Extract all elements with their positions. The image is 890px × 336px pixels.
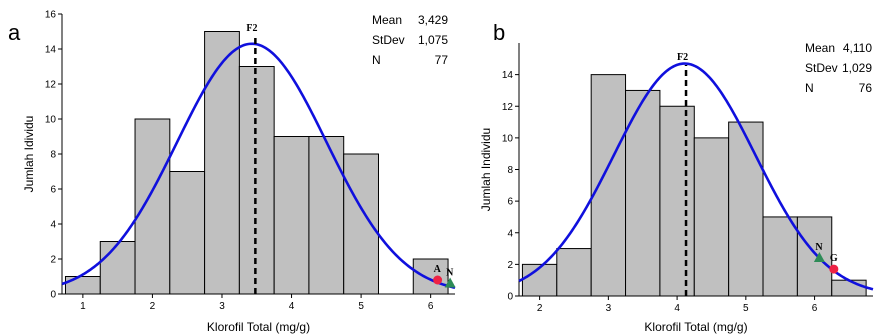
marker-n — [444, 277, 456, 288]
y-tick-label: 8 — [507, 165, 513, 176]
stats-label: Mean — [372, 13, 402, 27]
marker-a — [433, 275, 443, 285]
marker-label: G — [830, 253, 838, 264]
y-tick-label: 4 — [507, 228, 513, 239]
x-axis-label: Klorofil Total (mg/g) — [207, 320, 310, 334]
stats-label: StDev — [372, 33, 405, 47]
x-tick-label: 2 — [150, 301, 156, 312]
stats-label: Mean — [805, 41, 835, 55]
x-tick-label: 6 — [428, 301, 434, 312]
x-tick-label: 6 — [812, 303, 818, 314]
y-tick-label: 12 — [502, 102, 514, 113]
x-tick-label: 5 — [743, 303, 749, 314]
y-tick-label: 12 — [45, 80, 57, 91]
x-tick-label: 4 — [674, 303, 680, 314]
y-tick-label: 6 — [507, 197, 513, 208]
stats-label: N — [372, 53, 381, 67]
y-tick-label: 2 — [50, 255, 56, 266]
histogram-bar — [590, 74, 627, 297]
y-tick-label: 14 — [502, 70, 514, 81]
histogram-bar — [659, 105, 695, 297]
y-axis-label: Jumlah Individu — [479, 128, 493, 211]
histogram-bar — [831, 279, 867, 297]
histogram-panel-b: b 0 2 4 6 8 10 12 14 2 3 4 5 6 Klorofil Total (mg/g) Ju… — [479, 20, 874, 334]
normal-fit-curve — [61, 42, 456, 290]
marker-label: A — [434, 264, 442, 275]
histogram-bar — [204, 31, 240, 295]
histogram-bar — [625, 89, 661, 297]
stats-value: 1,075 — [418, 33, 448, 47]
histogram-bar — [412, 258, 449, 295]
y-tick-label: 2 — [507, 260, 513, 271]
x-axis-label: Klorofil Total (mg/g) — [644, 320, 747, 334]
stats-label: N — [805, 81, 814, 95]
marker-g — [829, 264, 839, 274]
x-tick-label: 1 — [80, 301, 86, 312]
y-tick-label: 0 — [50, 290, 56, 301]
marker-n — [813, 252, 825, 263]
histogram-bar — [273, 136, 310, 295]
histogram-bar — [169, 171, 206, 295]
histogram-bar — [308, 136, 345, 295]
histogram-bar — [64, 276, 101, 295]
reference-line-label: F2 — [677, 52, 688, 63]
marker-label: N — [815, 242, 823, 253]
x-tick-label: 4 — [289, 301, 295, 312]
y-tick-label: 16 — [45, 10, 57, 21]
stats-value: 3,429 — [418, 13, 448, 27]
histogram-bar — [693, 137, 730, 297]
stats-value: 1,029 — [842, 61, 872, 75]
histogram-bar — [556, 248, 592, 297]
panel-label: b — [493, 20, 505, 45]
stats-value: 4,110 — [843, 41, 872, 55]
x-tick-label: 3 — [219, 301, 225, 312]
histogram-bar — [238, 66, 275, 295]
y-axis-label: Jumlah Idividu — [22, 116, 36, 193]
stats-label: StDev — [805, 61, 838, 75]
stats-value: 76 — [859, 81, 873, 95]
y-tick-label: 4 — [50, 220, 56, 231]
y-tick-label: 8 — [50, 150, 56, 161]
histogram-bar — [728, 121, 764, 297]
y-tick-label: 6 — [50, 185, 56, 196]
marker-label: N — [446, 268, 454, 279]
y-tick-label: 14 — [45, 45, 57, 56]
histogram-bar — [99, 241, 136, 295]
histogram-bar — [762, 216, 798, 297]
y-tick-label: 10 — [502, 133, 514, 144]
y-tick-label: 10 — [45, 115, 57, 126]
histogram-bar — [796, 216, 833, 297]
reference-line-label: F2 — [246, 23, 257, 34]
x-tick-label: 3 — [606, 303, 612, 314]
histogram-bar — [343, 153, 379, 295]
histogram-bar — [134, 118, 171, 295]
stats-value: 77 — [435, 53, 449, 67]
y-tick-label: 0 — [507, 292, 513, 303]
panel-label: a — [8, 20, 21, 45]
normal-fit-curve — [518, 62, 874, 291]
x-tick-label: 2 — [537, 303, 543, 314]
x-tick-label: 5 — [358, 301, 364, 312]
